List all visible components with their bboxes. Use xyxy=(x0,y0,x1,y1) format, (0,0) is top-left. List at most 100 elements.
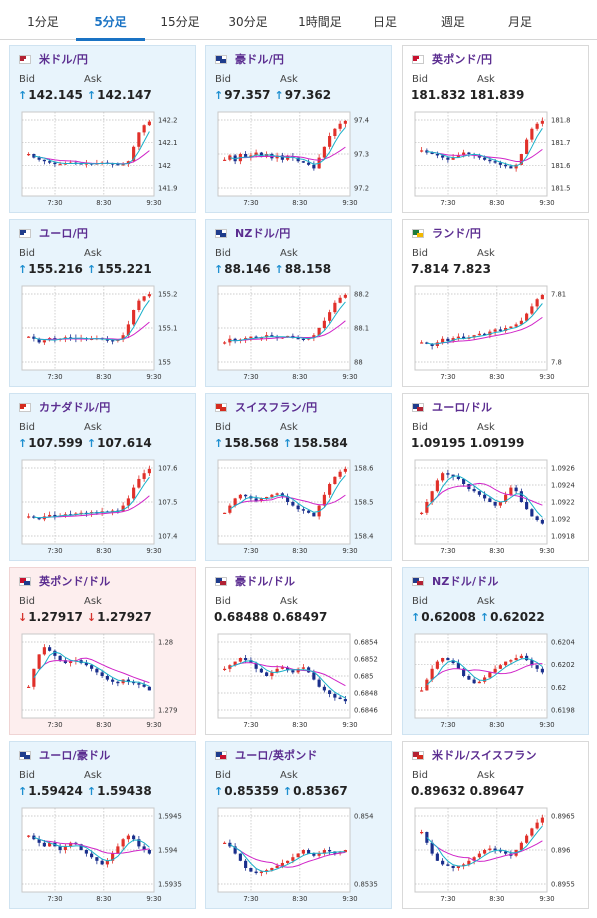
price-chart[interactable]: 142.2 142.1 142 141.9 7:30 8:30 9:30 xyxy=(18,108,188,208)
pair-name[interactable]: 豪ドル/円 xyxy=(235,53,285,66)
price-chart[interactable]: 1.5945 1.594 1.5935 7:30 8:30 9:30 xyxy=(18,804,188,904)
x-tick-label: 8:30 xyxy=(292,373,307,381)
pair-name[interactable]: ユーロ/円 xyxy=(39,227,89,240)
pair-name[interactable]: 米ドル/スイスフラン xyxy=(432,749,537,762)
pair-name[interactable]: NZドル/ドル xyxy=(432,575,499,588)
x-tick-label: 8:30 xyxy=(96,199,111,207)
ma-long-line xyxy=(38,657,150,684)
tab-30min[interactable]: 30分足 xyxy=(228,15,268,29)
candle-body xyxy=(504,851,508,854)
price-chart[interactable]: 1.0926 1.0924 1.0922 1.092 1.0918 7:30 8:30 9:3… xyxy=(411,456,581,556)
rate-card[interactable]: ユーロ/ドル Bid Ask 1.09195 1.09199 1.0926 1.0924 1.… xyxy=(402,393,589,561)
y-tick-label: 0.854 xyxy=(354,813,373,821)
candle-body xyxy=(137,300,141,310)
pair-name[interactable]: 米ドル/円 xyxy=(39,53,89,66)
x-tick-label: 8:30 xyxy=(96,895,111,903)
bid-label: Bid xyxy=(19,596,35,607)
price-chart[interactable]: 0.6854 0.6852 0.685 0.6848 0.6846 7:30 8:30 9:3… xyxy=(214,630,384,730)
rate-card[interactable]: NZドル/円 Bid Ask ↑88.146 ↑88.158 88.2 88.1 88 7:30… xyxy=(205,219,392,387)
x-tick-label: 9:30 xyxy=(539,373,554,381)
rate-card[interactable]: 英ポンド/円 Bid Ask 181.832 181.839 181.8 181.7 181.… xyxy=(402,45,589,213)
pair-name[interactable]: ユーロ/英ポンド xyxy=(235,749,318,762)
pair-name[interactable]: 英ポンド/ドル xyxy=(39,575,111,588)
rate-card[interactable]: ユーロ/円 Bid Ask ↑155.216 ↑155.221 155.2 155.1 155… xyxy=(9,219,196,387)
pair-name[interactable]: 英ポンド/円 xyxy=(432,53,493,66)
rate-card[interactable]: 豪ドル/ドル Bid Ask 0.68488 0.68497 0.6854 0.6852 0.… xyxy=(205,567,392,735)
candle-body xyxy=(535,822,539,829)
candle-body xyxy=(132,835,136,840)
pair-name[interactable]: ユーロ/豪ドル xyxy=(39,749,111,762)
candle-body xyxy=(53,162,57,165)
price-chart[interactable]: 0.854 0.8535 7:30 8:30 9:30 xyxy=(214,804,384,904)
pair-name[interactable]: 豪ドル/ドル xyxy=(235,575,296,588)
x-tick-label: 7:30 xyxy=(47,895,62,903)
tab-daily[interactable]: 日足 xyxy=(372,15,397,29)
tab-weekly[interactable]: 週足 xyxy=(440,15,465,29)
flag-icon xyxy=(215,750,227,760)
candle-body xyxy=(504,494,508,502)
pair-name[interactable]: カナダドル/円 xyxy=(39,401,111,414)
price-chart[interactable]: 7.81 7.8 7:30 8:30 9:30 xyxy=(411,282,581,382)
candle-body xyxy=(504,164,508,167)
x-tick-label: 7:30 xyxy=(243,373,258,381)
price-chart[interactable]: 107.6 107.5 107.4 7:30 8:30 9:30 xyxy=(18,456,188,556)
candle-body xyxy=(493,502,497,506)
candle-body xyxy=(223,342,227,344)
candle-body xyxy=(63,846,67,850)
candle-body xyxy=(498,329,502,331)
x-tick-label: 8:30 xyxy=(489,895,504,903)
price-chart[interactable]: 97.4 97.3 97.2 7:30 8:30 9:30 xyxy=(214,108,384,208)
candle-body xyxy=(265,672,269,676)
price-chart[interactable]: 158.6 158.5 158.4 7:30 8:30 9:30 xyxy=(214,456,384,556)
bid-label: Bid xyxy=(215,74,231,85)
card-header: 英ポンド/ドル xyxy=(19,574,110,588)
tab-5min[interactable]: 5分足 xyxy=(76,0,145,41)
card-header: 米ドル/円 xyxy=(19,52,88,66)
candle-body xyxy=(244,658,248,661)
candle-body xyxy=(435,853,439,861)
rate-card[interactable]: NZドル/ドル Bid Ask ↑0.62008 ↑0.62022 0.6204 0.620… xyxy=(402,567,589,735)
candle-body xyxy=(498,162,502,165)
candle-body xyxy=(280,155,284,160)
candle-body xyxy=(254,152,258,156)
candle-body xyxy=(27,336,31,338)
rate-card[interactable]: 英ポンド/ドル Bid Ask ↓1.27917 ↓1.27927 1.28 1.279 7:… xyxy=(9,567,196,735)
candle-body xyxy=(37,517,41,520)
rate-card[interactable]: 豪ドル/円 Bid Ask ↑97.357 ↑97.362 97.4 97.3 97.2 7:3… xyxy=(205,45,392,213)
price-chart[interactable]: 0.6204 0.6202 0.62 0.6198 7:30 8:30 9:30 xyxy=(411,630,581,730)
rate-card[interactable]: 米ドル/円 Bid Ask ↑142.145 ↑142.147 142.2 142.1 142… xyxy=(9,45,196,213)
candle-body xyxy=(540,294,544,300)
candle-body xyxy=(37,839,41,843)
candle-body xyxy=(456,155,460,158)
tab-monthly[interactable]: 月足 xyxy=(507,15,532,29)
pair-name[interactable]: NZドル/円 xyxy=(235,227,291,240)
rate-card[interactable]: ユーロ/豪ドル Bid Ask ↑1.59424 ↑1.59438 1.5945 1.594… xyxy=(9,741,196,909)
pair-name[interactable]: スイスフラン/円 xyxy=(235,401,318,414)
candle-body xyxy=(535,299,539,307)
candle-body xyxy=(270,494,274,497)
candle-body xyxy=(514,658,518,661)
ask-price: 1.59438 xyxy=(97,784,152,798)
y-tick-label: 0.896 xyxy=(551,847,570,855)
candle-body xyxy=(142,473,146,479)
price-chart[interactable]: 0.8965 0.896 0.8955 7:30 8:30 9:30 xyxy=(411,804,581,904)
price-chart[interactable]: 88.2 88.1 88 7:30 8:30 9:30 xyxy=(214,282,384,382)
pair-name[interactable]: ランド/円 xyxy=(432,227,482,240)
rate-card[interactable]: カナダドル/円 Bid Ask ↑107.599 ↑107.614 107.6 107.5 1… xyxy=(9,393,196,561)
bid-label: Bid xyxy=(412,422,428,433)
candle-body xyxy=(488,159,492,162)
rate-card[interactable]: ユーロ/英ポンド Bid Ask ↑0.85359 ↑0.85367 0.854 0.853… xyxy=(205,741,392,909)
price-chart[interactable]: 155.2 155.1 155 7:30 8:30 9:30 xyxy=(18,282,188,382)
tab-15min[interactable]: 15分足 xyxy=(160,15,200,29)
tab-1hour[interactable]: 1時間足 xyxy=(298,15,342,29)
rate-card[interactable]: スイスフラン/円 Bid Ask ↑158.568 ↑158.584 158.6 158.5… xyxy=(205,393,392,561)
candle-body xyxy=(477,681,481,684)
ma-short-line xyxy=(33,300,150,341)
price-chart[interactable]: 1.28 1.279 7:30 8:30 9:30 xyxy=(18,630,188,730)
rate-card[interactable]: ランド/円 Bid Ask 7.814 7.823 7.81 7.8 7:30 8:30 9:30 xyxy=(402,219,589,387)
rate-card[interactable]: 米ドル/スイスフラン Bid Ask 0.89632 0.89647 0.8965 0.89… xyxy=(402,741,589,909)
pair-name[interactable]: ユーロ/ドル xyxy=(432,401,493,414)
candle-body xyxy=(42,842,46,847)
price-chart[interactable]: 181.8 181.7 181.6 181.5 7:30 8:30 9:30 xyxy=(411,108,581,208)
tab-1min[interactable]: 1分足 xyxy=(27,15,59,29)
